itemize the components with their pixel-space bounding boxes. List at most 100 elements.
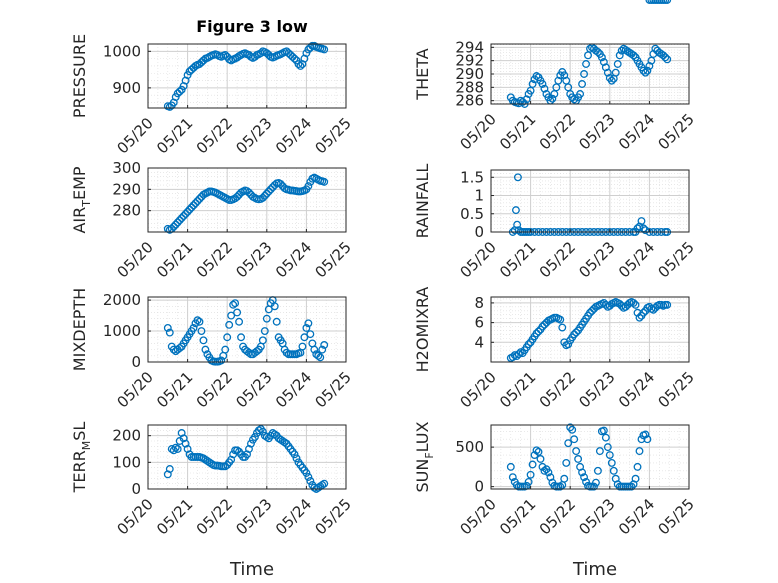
data-point [260,327,269,335]
data-point [631,474,640,483]
data-point [260,191,269,200]
data-point [221,51,230,59]
data-point [590,482,598,491]
data-point [532,72,541,80]
data-point [548,94,557,103]
x-tick-label: 05/24 [615,495,658,538]
data-point [195,317,204,326]
data-point [586,308,594,317]
data-point [247,439,255,448]
x-tick-label: 05/25 [312,368,355,411]
x-tick-label: 05/25 [312,238,355,281]
y-tick-label: 0 [131,480,141,498]
data-point [601,433,610,442]
y-tick-label: 1000 [103,42,141,60]
data-point [611,68,620,77]
data-point [221,345,230,354]
data-point [320,45,329,54]
x-tick-label: 05/22 [193,495,236,538]
x-tick-label: 05/21 [496,495,539,538]
data-point [607,458,616,467]
x-tick-label: 05/22 [193,238,236,281]
y-tick-label: 500 [455,438,484,456]
data-point [532,446,541,455]
data-point [175,87,184,96]
data-point [615,299,624,308]
x-tick-label: 05/20 [457,368,500,411]
data-point [250,433,259,441]
x-tick-label: 05/24 [272,238,315,281]
data-point [320,341,329,349]
data-point [223,333,232,342]
x-tick-label: 05/23 [232,238,275,281]
data-point [582,477,590,486]
y-axis-label: SUNFLUX [413,421,436,492]
y-tick-label: 1 [474,187,484,205]
x-tick-label: 05/23 [575,495,618,538]
data-point [558,323,567,332]
x-tick-label: 05/25 [655,238,698,281]
x-tick-label: 05/20 [457,238,500,281]
data-point [572,447,581,456]
data-point [526,470,535,479]
axes-box [147,296,347,363]
data-point [258,427,267,436]
data-point [599,426,608,435]
data-point [245,348,253,357]
data-point [233,192,242,201]
data-point [538,322,547,331]
y-tick-label: 2000 [103,291,141,309]
data-point [643,435,652,444]
x-tick-label: 05/24 [272,368,315,411]
data-point [254,426,263,435]
data-point [165,465,174,473]
data-point [258,336,267,345]
data-point [276,180,285,188]
data-point [229,300,238,309]
data-point [570,435,579,444]
data-point [663,55,672,64]
data-point [643,66,652,75]
y-tick-label: 6 [474,314,484,332]
data-point [167,445,176,453]
data-point [165,328,174,337]
data-point [235,317,244,326]
data-point [528,460,537,469]
y-tick-label: 1000 [103,322,141,340]
data-point [177,214,186,223]
x-tick-label: 05/24 [615,238,658,281]
x-tick-label: 05/20 [114,368,157,411]
data-point [538,80,547,88]
data-point [588,306,596,315]
data-point [169,222,178,231]
axes-box [490,296,690,363]
data-point [566,423,575,432]
y-axis-label: AIRTEMP [70,166,93,233]
axes-box [490,169,690,233]
data-point [264,187,273,196]
data-point [635,313,644,322]
data-point [290,450,299,459]
x-tick-label: 05/23 [575,238,618,281]
data-point [318,345,327,354]
data-point [233,53,242,62]
data-point [270,430,279,439]
data-point [635,447,644,456]
x-tick-label: 05/22 [536,495,579,538]
x-tick-label: 05/25 [655,495,698,538]
data-point [506,462,515,471]
data-point [641,226,650,235]
data-point [237,333,246,342]
data-point [306,477,315,485]
data-point [511,206,520,215]
data-point [256,49,265,58]
x-tick-label: 05/23 [232,114,275,157]
y-tick-label: 0 [131,353,141,371]
y-tick-label: 0 [474,478,484,496]
data-point [250,52,259,61]
data-point [302,469,311,477]
data-point [175,216,184,225]
data-point [661,53,670,62]
data-point [663,300,672,309]
